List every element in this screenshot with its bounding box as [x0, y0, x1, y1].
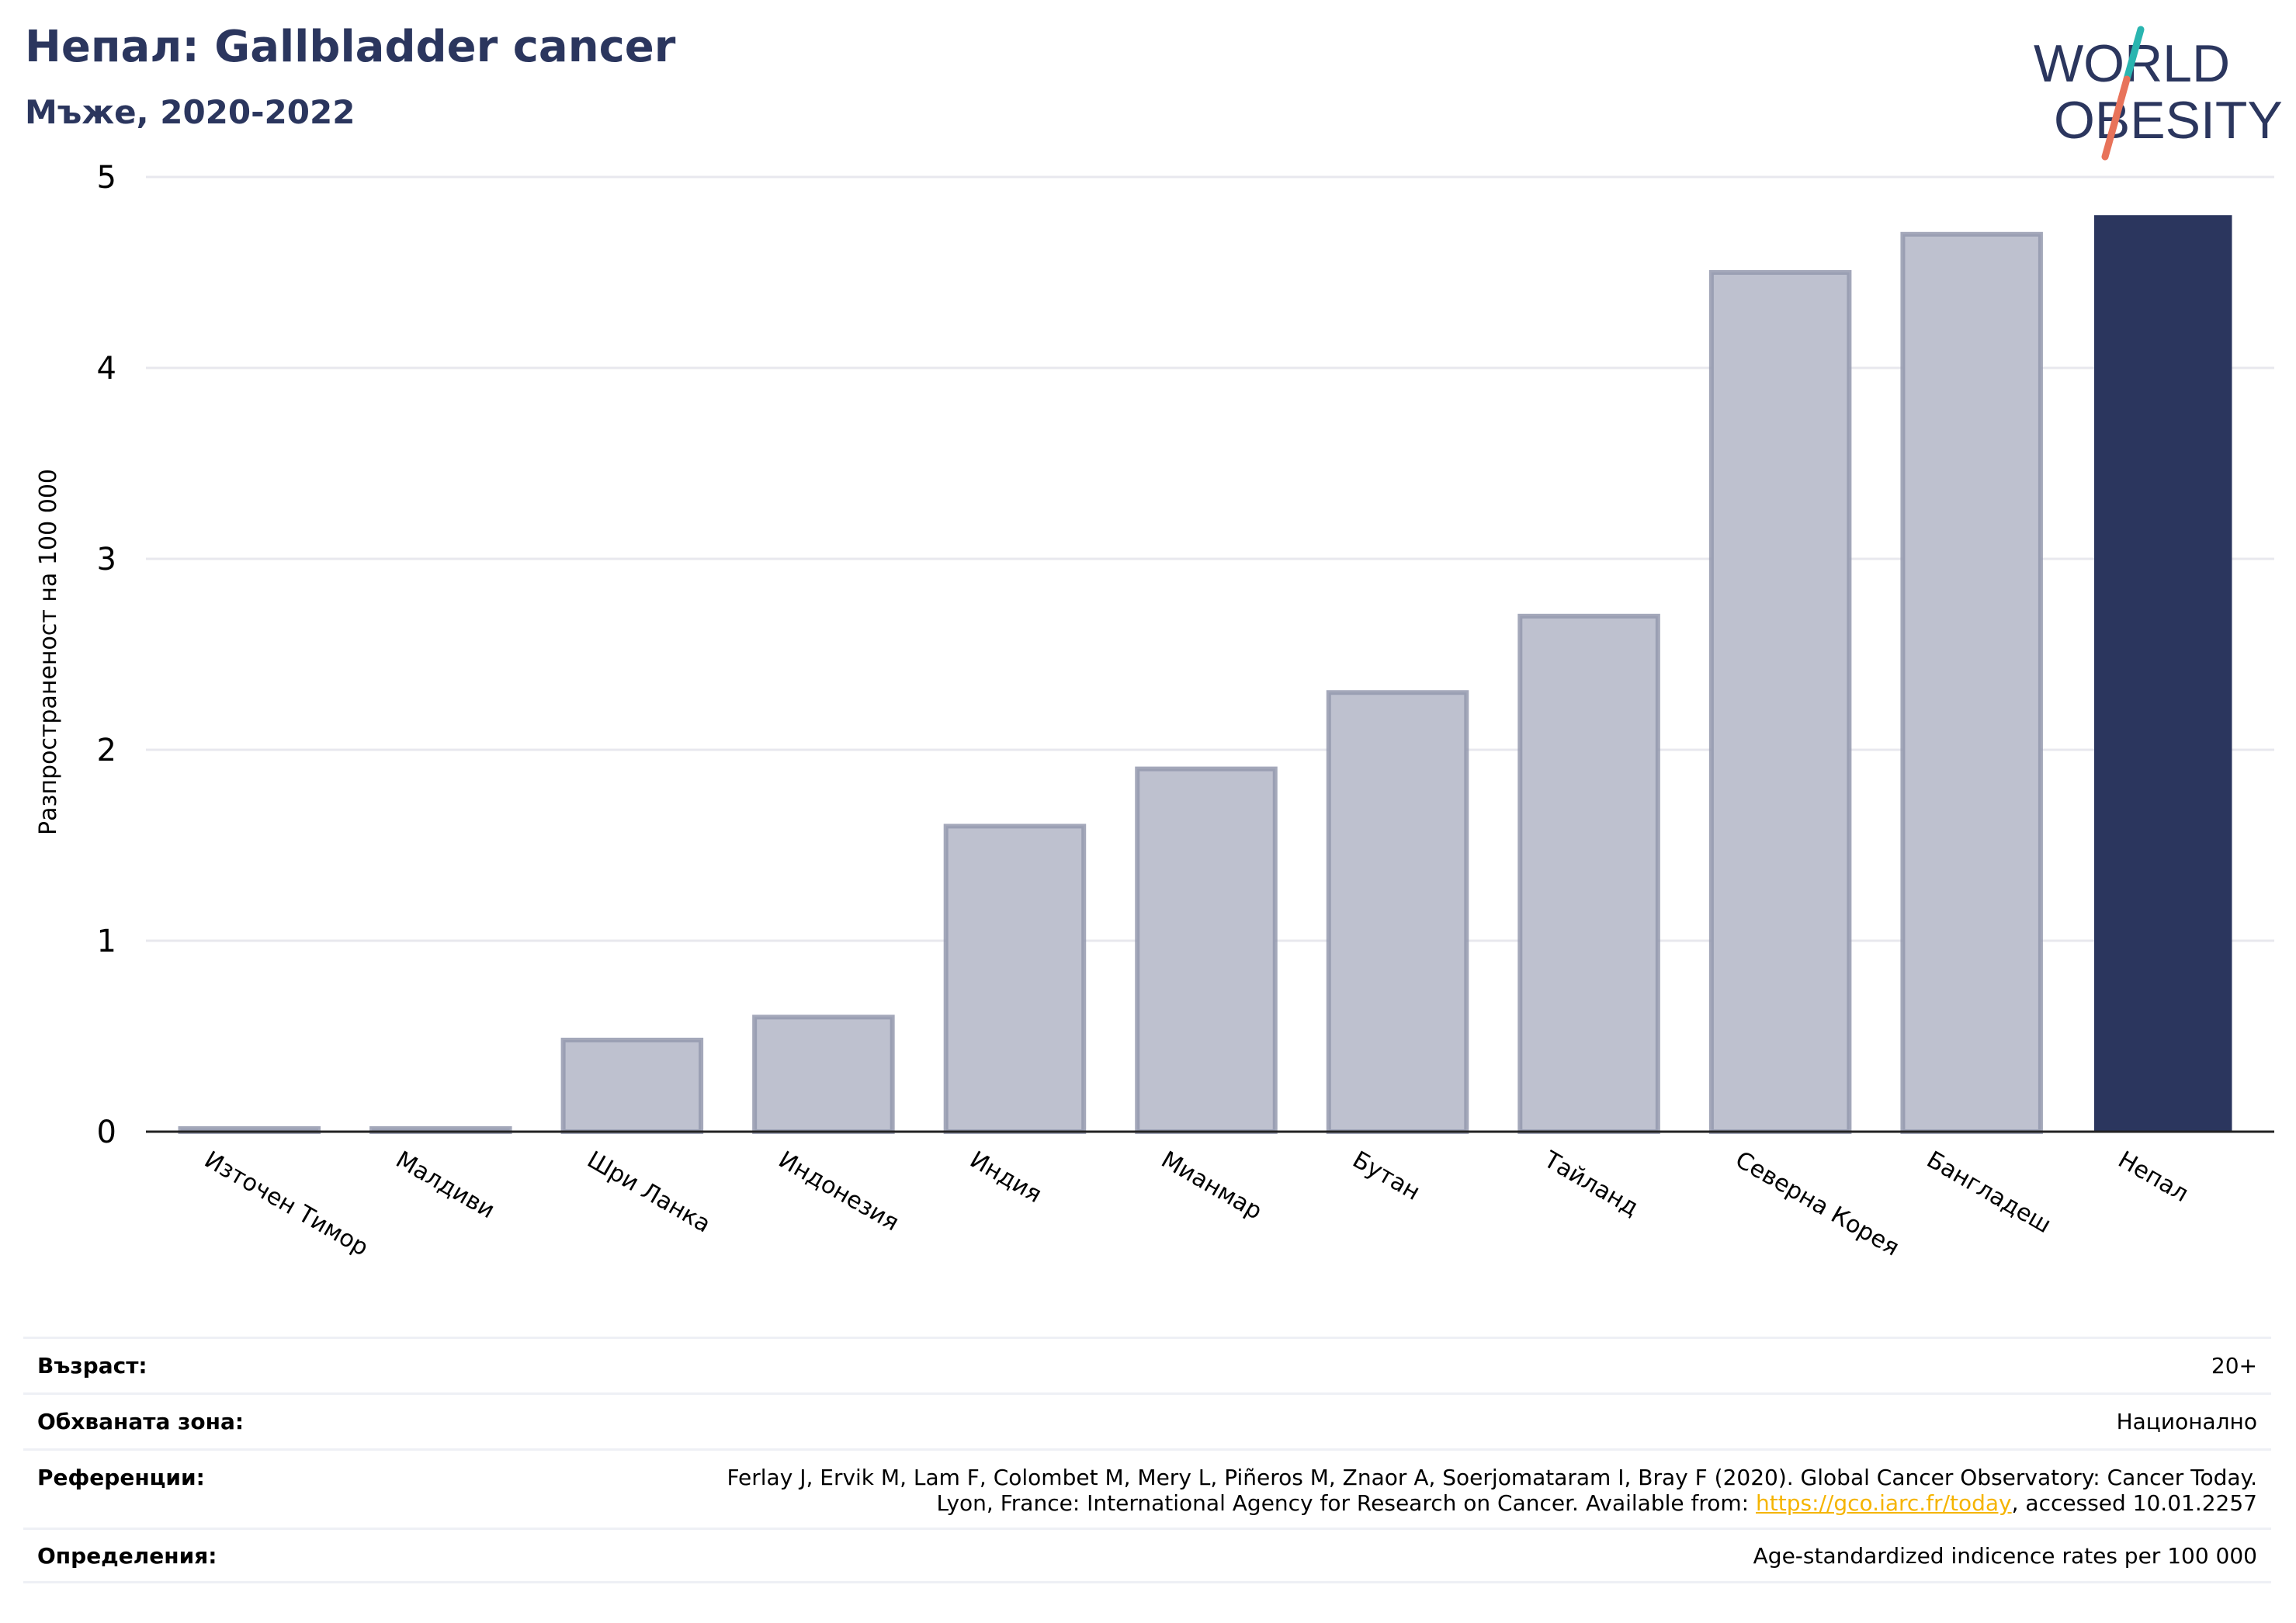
x-tick-label: Непал — [2114, 1146, 2194, 1208]
definitions-value: Age-standardized indicence rates per 100… — [1753, 1542, 2257, 1569]
x-tick-label: Индия — [965, 1146, 1046, 1209]
definitions-row: Определения: Age-standardized indicence … — [23, 1528, 2271, 1583]
logo-slash-coral — [2101, 75, 2131, 161]
references-row: Референции: Ferlay J, Ervik M, Lam F, Co… — [23, 1448, 2271, 1528]
x-tick-label: Мианмар — [1157, 1146, 1267, 1226]
bar-chart: 0 1 2 3 4 5 Източен Тимор Малдиви Шри Ланка Индон… — [35, 160, 2274, 1262]
bar-7 — [1517, 613, 1660, 1134]
chart-title: Непал: Gallbladder cancer — [25, 22, 676, 72]
references-link[interactable]: https://gco.iarc.fr/today — [1756, 1490, 2012, 1516]
y-tick-label: 2 — [97, 733, 116, 768]
bar-9 — [1900, 231, 2043, 1134]
definitions-label: Определения: — [37, 1542, 217, 1569]
bar-4 — [943, 824, 1087, 1135]
x-tick-label: Тайланд — [1538, 1146, 1643, 1222]
world-obesity-logo: WORLD OBESITY — [2034, 26, 2282, 161]
references-value: Ferlay J, Ervik M, Lam F, Colombet M, Me… — [727, 1465, 2257, 1516]
references-line2-pre: Lyon, France: International Agency for R… — [936, 1490, 1756, 1516]
y-tick-label: 3 — [97, 542, 116, 577]
references-line1: Ferlay J, Ervik M, Lam F, Colombet M, Me… — [727, 1465, 2257, 1490]
x-tick-label: Източен Тимор — [199, 1146, 373, 1262]
y-tick-label: 1 — [97, 924, 116, 959]
age-row: Възраст: 20+ — [23, 1337, 2271, 1392]
bar-2 — [560, 1037, 704, 1135]
references-label: Референции: — [37, 1465, 205, 1490]
x-tick-label: Малдиви — [391, 1146, 499, 1225]
y-tick-label: 5 — [97, 160, 116, 196]
logo-slash-teal — [2123, 26, 2145, 83]
coverage-label: Обхваната зона: — [37, 1409, 245, 1434]
x-tick-label: Шри Ланка — [582, 1146, 715, 1239]
bar-layer — [178, 215, 2232, 1135]
info-table: Възраст: 20+ Обхваната зона: Национално … — [23, 1337, 2271, 1583]
bar-10 — [2093, 215, 2232, 1132]
age-label: Възраст: — [37, 1353, 147, 1379]
x-tick-label: Индонезия — [774, 1146, 903, 1237]
bar-5 — [1135, 766, 1278, 1134]
logo-text-obesity: OBESITY — [2054, 91, 2282, 150]
x-tick-label: Северна Корея — [1731, 1146, 1904, 1262]
coverage-value: Национално — [2116, 1409, 2257, 1434]
y-axis-label: Разпространеност на 100 000 — [35, 469, 62, 835]
references-line2-post: , accessed 10.01.2257 — [2011, 1490, 2257, 1516]
bar-6 — [1326, 690, 1469, 1134]
y-tick-label: 4 — [97, 351, 116, 387]
x-tick-label: Бангладеш — [1922, 1146, 2055, 1240]
age-value: 20+ — [2211, 1353, 2257, 1379]
chart-subtitle: Мъже, 2020-2022 — [25, 93, 355, 131]
y-tick-label: 0 — [97, 1115, 116, 1150]
coverage-row: Обхваната зона: Национално — [23, 1392, 2271, 1448]
bar-3 — [752, 1014, 895, 1135]
bar-8 — [1708, 270, 1852, 1134]
x-tick-label: Бутан — [1348, 1146, 1425, 1206]
